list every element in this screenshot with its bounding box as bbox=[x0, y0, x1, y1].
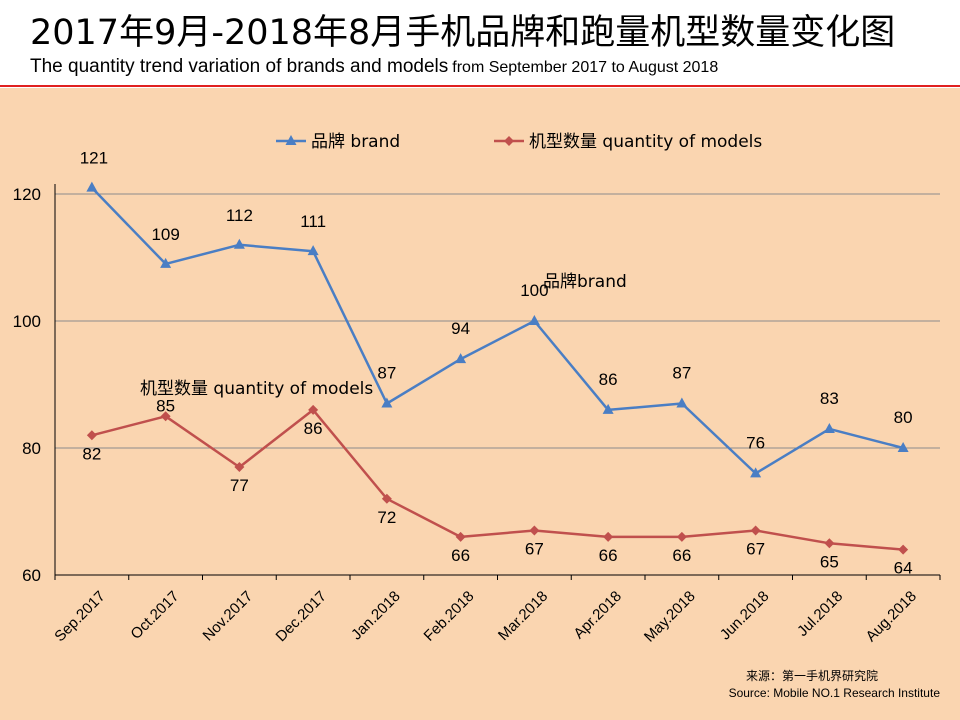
models-data-label: 64 bbox=[894, 559, 913, 578]
brand-data-label: 109 bbox=[151, 225, 179, 244]
page-subtitle: The quantity trend variation of brands a… bbox=[30, 56, 718, 78]
brand-data-label: 100 bbox=[520, 281, 548, 300]
brand-data-label: 87 bbox=[672, 364, 691, 383]
brand-point bbox=[602, 403, 614, 414]
models-point bbox=[824, 538, 835, 549]
models-point bbox=[160, 411, 171, 422]
brand-data-label: 87 bbox=[377, 364, 396, 383]
source-en: Source: Mobile NO.1 Research Institute bbox=[728, 686, 940, 700]
models-data-label: 82 bbox=[82, 444, 101, 463]
models-data-label: 72 bbox=[377, 508, 396, 527]
x-tick-label: Mar.2018 bbox=[495, 588, 551, 644]
models-data-label: 66 bbox=[599, 546, 618, 565]
brand-data-label: 111 bbox=[300, 212, 326, 231]
x-tick-label: Aug.2018 bbox=[863, 588, 920, 645]
models-point bbox=[898, 544, 909, 555]
models-point bbox=[234, 462, 245, 473]
x-tick-label: Dec.2017 bbox=[273, 588, 330, 645]
models-point bbox=[603, 531, 614, 542]
brand-series-line bbox=[91, 186, 904, 475]
legend-brand-label: 品牌 brand bbox=[311, 132, 400, 152]
x-tick-label: Jun.2018 bbox=[717, 588, 773, 644]
x-tick-label: Oct.2017 bbox=[127, 588, 182, 643]
brand-data-label: 76 bbox=[746, 433, 765, 452]
brand-annotation: 品牌brand bbox=[543, 272, 627, 292]
brand-point bbox=[528, 315, 540, 325]
brand-point bbox=[455, 353, 467, 364]
brand-data-label: 80 bbox=[894, 408, 913, 427]
legend-brand-marker bbox=[285, 135, 297, 145]
brand-point bbox=[160, 257, 172, 268]
brand-data-label: 94 bbox=[451, 319, 470, 338]
header: 2017年9月-2018年8月手机品牌和跑量机型数量变化图 The quanti… bbox=[0, 0, 960, 88]
models-data-label: 66 bbox=[672, 546, 691, 565]
models-point bbox=[381, 493, 392, 504]
brand-data-label: 83 bbox=[820, 389, 839, 408]
x-tick-label: Nov.2017 bbox=[200, 588, 257, 645]
legend-models-label: 机型数量 quantity of models bbox=[529, 132, 762, 152]
brand-point bbox=[86, 181, 98, 192]
brand-data-label: 112 bbox=[226, 206, 253, 225]
y-tick-label: 60 bbox=[22, 566, 41, 585]
models-point bbox=[86, 430, 97, 441]
brand-point bbox=[897, 442, 909, 452]
x-tick-label: Apr.2018 bbox=[570, 588, 624, 642]
y-tick-label: 80 bbox=[22, 439, 41, 458]
models-point bbox=[750, 525, 761, 536]
models-data-label: 67 bbox=[746, 540, 765, 559]
x-tick-label: May.2018 bbox=[641, 588, 699, 646]
models-data-label: 65 bbox=[820, 552, 839, 571]
models-point bbox=[529, 525, 540, 536]
source-cn: 来源：第一手机界研究院 bbox=[745, 669, 878, 683]
models-data-label: 67 bbox=[525, 540, 544, 559]
models-data-label: 77 bbox=[230, 476, 249, 495]
y-tick-label: 120 bbox=[13, 185, 41, 204]
x-tick-label: Feb.2018 bbox=[421, 588, 478, 645]
page-title: 2017年9月-2018年8月手机品牌和跑量机型数量变化图 bbox=[30, 13, 896, 53]
brand-point bbox=[750, 467, 762, 478]
models-annotation: 机型数量 quantity of models bbox=[140, 379, 373, 399]
source-note: 来源：第一手机界研究院 Source: Mobile NO.1 Research… bbox=[729, 668, 940, 702]
models-data-label: 85 bbox=[156, 396, 175, 415]
models-data-label: 66 bbox=[451, 546, 470, 565]
models-point bbox=[455, 531, 466, 542]
y-tick-label: 100 bbox=[13, 312, 41, 331]
header-divider bbox=[0, 85, 960, 87]
brand-point bbox=[676, 397, 688, 408]
legend-models-marker bbox=[504, 136, 514, 146]
brand-point bbox=[381, 397, 393, 408]
x-tick-label: Jul.2018 bbox=[794, 588, 846, 640]
x-tick-label: Jan.2018 bbox=[348, 588, 404, 644]
brand-point bbox=[823, 422, 835, 433]
x-tick-label: Sep.2017 bbox=[51, 588, 108, 645]
subtitle-main: The quantity trend variation of brands a… bbox=[30, 56, 449, 77]
models-point bbox=[676, 531, 687, 542]
brand-data-label: 86 bbox=[599, 370, 618, 389]
models-point bbox=[308, 404, 319, 415]
subtitle-range: from September 2017 to August 2018 bbox=[452, 59, 719, 76]
brand-point bbox=[233, 238, 245, 249]
models-data-label: 86 bbox=[304, 419, 323, 438]
brand-data-label: 121 bbox=[80, 149, 108, 168]
models-series-line bbox=[91, 408, 904, 551]
brand-point bbox=[307, 245, 319, 256]
